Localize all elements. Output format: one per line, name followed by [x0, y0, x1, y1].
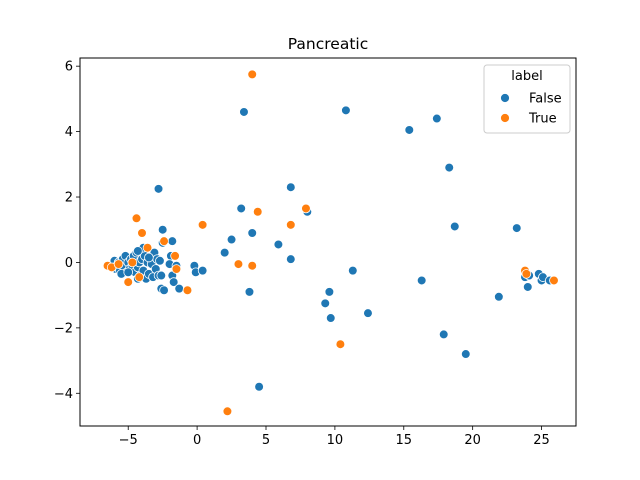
point-true-21 [335, 339, 346, 350]
point-false-71 [341, 105, 351, 116]
point-true-13 [197, 220, 208, 230]
point-false-70 [325, 313, 336, 323]
point-false-66 [285, 254, 296, 264]
point-false-41 [156, 270, 167, 281]
point-true-12 [182, 285, 193, 296]
point-false-84 [522, 282, 533, 292]
point-false-62 [244, 287, 255, 297]
point-false-80 [460, 349, 471, 359]
point-false-42 [153, 184, 164, 194]
point-true-23 [521, 269, 532, 279]
point-false-57 [219, 247, 230, 258]
plot-frame [79, 57, 577, 427]
point-false-79 [449, 221, 460, 232]
x-tick-label: 20 [464, 433, 481, 448]
y-tick-label: 2 [65, 191, 73, 206]
y-tick-label: −2 [54, 321, 73, 336]
point-true-2 [113, 259, 124, 269]
chart-title: Pancreatic [288, 35, 368, 53]
point-false-39 [133, 246, 143, 256]
scatter-marks [102, 69, 559, 417]
point-true-8 [142, 242, 153, 253]
y-axis: −4 −2 0 2 4 6 [54, 60, 80, 402]
point-false-72 [347, 265, 358, 276]
y-tick-label: 6 [65, 60, 73, 75]
point-true-17 [247, 260, 258, 271]
point-false-61 [247, 228, 258, 238]
point-true-18 [252, 206, 263, 217]
point-false-63 [254, 381, 264, 392]
point-false-45 [167, 236, 178, 246]
point-true-5 [131, 213, 142, 224]
legend-marker-false [500, 93, 510, 103]
point-false-77 [438, 329, 449, 340]
y-tick-label: −4 [54, 387, 73, 402]
x-tick-label: 0 [193, 433, 201, 448]
point-false-82 [511, 223, 522, 233]
point-false-58 [226, 234, 237, 245]
y-tick-label: 4 [65, 125, 73, 140]
point-false-74 [404, 125, 415, 135]
x-tick-label: −5 [119, 433, 138, 448]
legend-label-false: False [529, 92, 562, 107]
point-false-60 [239, 107, 249, 117]
x-tick-label: 5 [262, 433, 270, 448]
x-tick-label: 10 [327, 433, 344, 448]
x-axis: −5 0 5 10 15 20 25 [119, 426, 550, 448]
legend-marker-true [500, 113, 510, 123]
point-false-53 [159, 285, 169, 296]
point-false-76 [432, 113, 442, 124]
point-true-6 [137, 228, 147, 238]
point-false-56 [197, 265, 208, 276]
point-false-73 [363, 308, 373, 318]
point-false-36 [123, 267, 134, 278]
legend-label-true: True [528, 112, 557, 127]
point-false-65 [285, 182, 296, 193]
point-false-81 [494, 291, 504, 302]
point-true-20 [301, 203, 311, 214]
point-true-19 [285, 220, 296, 230]
point-true-10 [170, 251, 180, 261]
point-false-69 [324, 287, 335, 297]
point-true-14 [222, 406, 233, 417]
x-tick-label: 15 [396, 433, 413, 448]
x-tick-label: 25 [533, 433, 550, 448]
point-true-16 [247, 69, 258, 80]
point-true-24 [549, 275, 559, 286]
point-false-49 [168, 277, 179, 287]
point-false-40 [144, 252, 154, 263]
point-true-4 [127, 257, 138, 268]
legend-title: label [511, 69, 542, 84]
point-false-51 [174, 283, 185, 294]
point-true-3 [123, 277, 134, 287]
point-false-34 [155, 256, 165, 266]
point-false-59 [236, 203, 247, 214]
point-true-9 [159, 236, 169, 246]
point-false-68 [320, 298, 331, 309]
legend: label False True [483, 64, 571, 134]
y-tick-label: 0 [65, 256, 73, 271]
point-true-7 [134, 272, 145, 282]
point-true-11 [171, 264, 182, 274]
point-false-64 [273, 239, 284, 250]
point-true-15 [233, 259, 244, 269]
point-false-43 [157, 224, 168, 235]
point-false-78 [444, 162, 455, 173]
point-false-75 [416, 275, 427, 286]
